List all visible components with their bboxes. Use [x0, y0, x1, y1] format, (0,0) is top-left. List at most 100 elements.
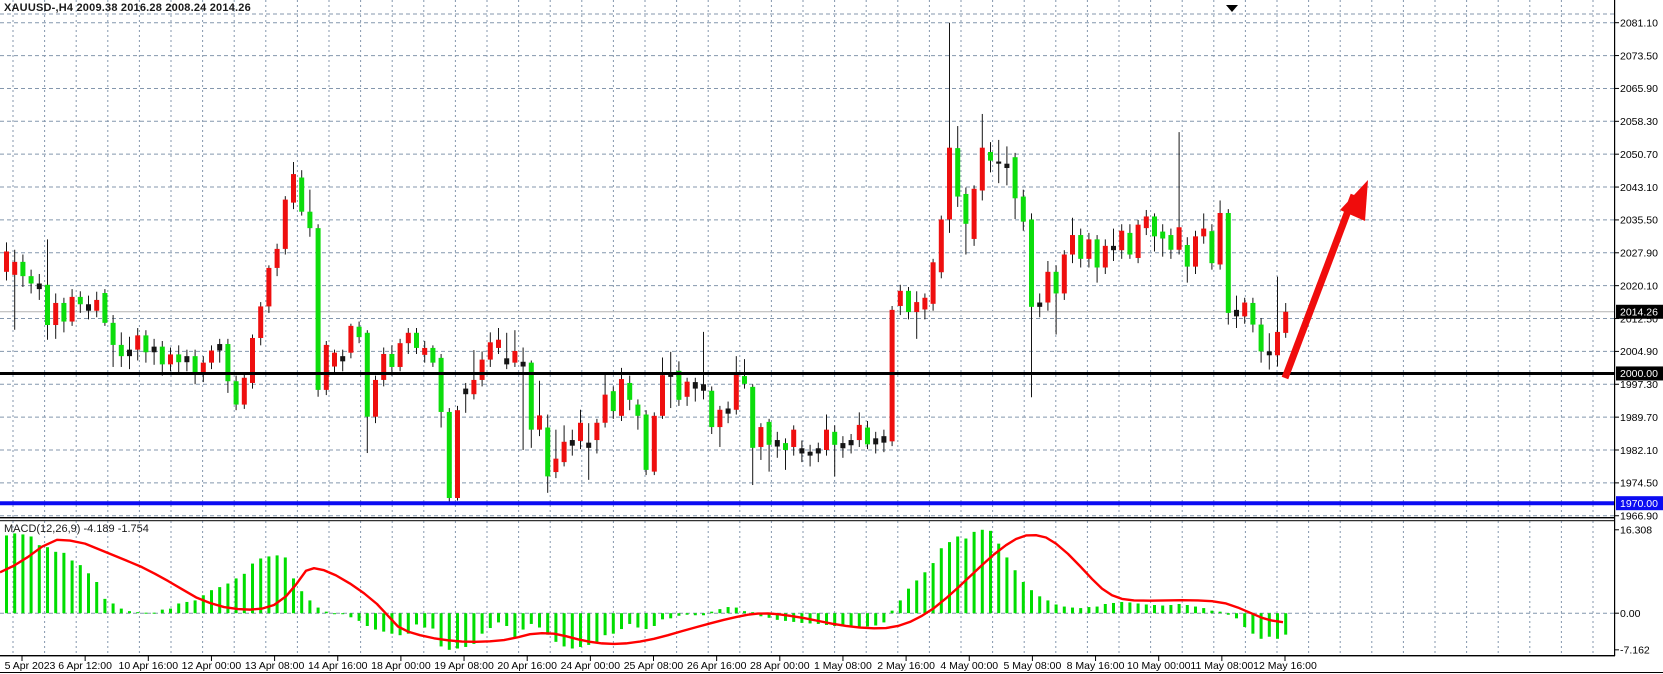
macd-histogram-bar	[816, 613, 820, 624]
macd-histogram-bar	[546, 613, 550, 635]
macd-histogram-bar	[718, 609, 722, 614]
macd-histogram-bar	[398, 613, 402, 636]
macd-histogram-bar	[29, 536, 33, 614]
macd-histogram-bar	[13, 533, 17, 614]
macd-histogram-bar	[488, 613, 492, 629]
candle-up	[1061, 254, 1067, 294]
macd-histogram-bar	[78, 565, 82, 614]
price-axis-label: 2073.50	[1620, 50, 1658, 62]
macd-axis[interactable]: 16.308 0.00 -7.162	[1614, 525, 1652, 657]
candle-down	[1020, 196, 1026, 222]
candle-down	[1004, 163, 1010, 169]
trend-arrow-annotation[interactable]	[1281, 180, 1368, 380]
candle-down	[545, 427, 551, 477]
time-axis-label: 11 May 08:00	[1190, 660, 1253, 672]
price-axis-label: 2081.10	[1620, 18, 1658, 30]
macd-histogram-bar	[1103, 603, 1107, 614]
time-axis-label: 5 Apr 2023	[5, 660, 56, 672]
price-axis-label: 2035.50	[1620, 215, 1658, 227]
macd-histogram-bar	[1218, 611, 1222, 614]
candle-up	[1102, 245, 1108, 268]
time-axis-label: 8 May 16:00	[1067, 660, 1125, 672]
time-axis[interactable]: 5 Apr 2023 6 Apr 12:00 10 Apr 16:00 12 Apr …	[5, 655, 1317, 672]
macd-histogram-bar	[1062, 606, 1066, 614]
macd-histogram-bar	[890, 610, 894, 614]
candle-up	[291, 174, 296, 203]
time-axis-label: 24 Apr 00:00	[561, 660, 621, 672]
macd-histogram-bar	[177, 603, 181, 614]
candle-up	[848, 440, 854, 446]
macd-histogram-bar	[1038, 596, 1042, 614]
candle-up	[373, 379, 378, 417]
macd-histogram-bar	[406, 613, 410, 634]
macd-histogram-bar	[1267, 613, 1271, 637]
macd-histogram-bar	[169, 608, 172, 614]
macd-panel[interactable]	[0, 529, 1288, 650]
macd-histogram-bar	[849, 613, 853, 628]
candle-up	[69, 296, 75, 322]
macd-histogram-bar	[1136, 603, 1140, 614]
candle-down	[438, 357, 444, 412]
time-axis-label: 10 Apr 16:00	[119, 660, 179, 672]
price-axis-label: 2027.90	[1620, 248, 1658, 260]
price-badge-current-price	[1616, 304, 1663, 319]
macd-histogram-bar	[316, 607, 320, 614]
candle-down	[414, 332, 419, 348]
candle-down	[1209, 231, 1215, 264]
candle-up	[127, 349, 132, 357]
macd-histogram-bar	[825, 613, 828, 625]
candle-down	[159, 346, 165, 365]
candle-down	[865, 427, 870, 445]
macd-histogram-bar	[46, 547, 49, 614]
time-axis-label: 13 Apr 08:00	[245, 660, 305, 672]
macd-histogram-bar	[160, 609, 164, 614]
candle-down	[299, 177, 305, 212]
panel-separator	[0, 517, 1615, 519]
candle-down	[988, 152, 993, 161]
macd-histogram-bar	[1243, 613, 1247, 628]
macd-histogram-bar	[693, 613, 697, 616]
candle-down	[102, 293, 108, 323]
macd-histogram-bar	[1169, 605, 1173, 614]
candle-down	[1168, 235, 1174, 250]
candle-down	[643, 414, 649, 470]
macd-histogram-bar	[119, 608, 123, 614]
candle-up	[971, 188, 977, 239]
macd-histogram-bar	[939, 548, 943, 614]
candle-up	[725, 408, 731, 414]
macd-histogram-bar	[480, 613, 484, 634]
price-badge-label: 1970.00	[1620, 498, 1658, 510]
candle-up	[504, 358, 510, 365]
macd-histogram-bar	[505, 613, 509, 626]
macd-histogram-bar	[152, 612, 156, 614]
macd-histogram-bar	[595, 613, 599, 643]
time-axis-label: 18 Apr 00:00	[371, 660, 431, 672]
price-axis[interactable]: 2081.10 2073.50 2065.90 2058.30 2050.70 2043.…	[1614, 18, 1663, 523]
chart-shift-marker	[1226, 5, 1238, 12]
time-axis-label: 6 Apr 12:00	[58, 660, 112, 672]
macd-histogram-bar	[70, 560, 74, 614]
candle-down	[906, 290, 911, 313]
macd-histogram-bar	[1284, 613, 1288, 635]
candle-down	[1029, 219, 1034, 307]
macd-histogram-bar	[677, 613, 681, 616]
candle-down	[627, 382, 633, 400]
macd-histogram-bar	[1120, 601, 1124, 614]
candle-up	[733, 374, 739, 410]
macd-histogram-bar	[226, 583, 230, 614]
macd-histogram-bar	[382, 613, 386, 632]
macd-histogram-bar	[620, 613, 623, 630]
candle-up	[717, 409, 723, 428]
macd-histogram-bar	[1046, 600, 1050, 614]
macd-histogram-bar	[751, 612, 755, 614]
macd-histogram-bar	[1202, 608, 1206, 614]
candle-down	[1160, 231, 1166, 239]
candle-up	[651, 415, 657, 472]
macd-histogram-bar	[439, 613, 443, 647]
macd-histogram-bar	[562, 613, 566, 647]
candle-down	[1225, 212, 1231, 313]
candle-up	[1201, 228, 1207, 237]
time-axis-label: 12 Apr 00:00	[182, 660, 242, 672]
candle-down	[356, 326, 362, 338]
